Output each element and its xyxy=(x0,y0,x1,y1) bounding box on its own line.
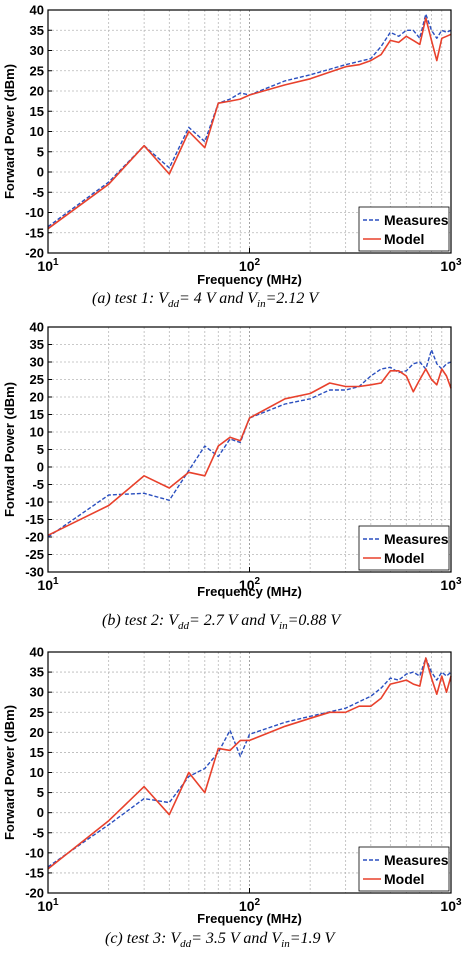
legend-box xyxy=(358,525,450,571)
x-tick-label: 102 xyxy=(239,257,261,274)
y-tick-label: 20 xyxy=(30,84,44,99)
y-tick-label: -5 xyxy=(32,825,44,840)
y-tick-label: 5 xyxy=(37,442,44,457)
y-tick-label: 10 xyxy=(30,124,44,139)
figure-caption: (c) test 3: Vdd= 3.5 V and Vin=1.9 V xyxy=(105,930,337,950)
legend: Measures Model xyxy=(358,525,450,571)
y-tick-label: 20 xyxy=(30,390,44,405)
y-tick-label: -20 xyxy=(25,530,44,545)
y-tick-label: -10 xyxy=(25,205,44,220)
legend: Measures Model xyxy=(358,206,450,252)
grid xyxy=(48,10,451,253)
y-tick-label: -20 xyxy=(25,886,44,901)
series-line-measures xyxy=(47,657,452,868)
chart-panel-a: -20 -15 -10 -5 0 5 10 15 20 25 30 35 40 101 102 103 Meas… xyxy=(2,3,462,311)
y-tick-label: 30 xyxy=(30,43,44,58)
y-tick-label: 0 xyxy=(37,165,44,180)
chart-panel-c: -20 -15 -10 -5 0 5 10 15 20 25 30 35 40 101 102 103 Meas… xyxy=(2,645,462,951)
y-tick-label: 35 xyxy=(30,337,44,352)
y-tick-label: -30 xyxy=(25,565,44,580)
y-tick-label: -20 xyxy=(25,246,44,261)
y-tick-label: -15 xyxy=(25,865,44,880)
legend-box xyxy=(358,206,450,252)
x-tick-label: 103 xyxy=(440,257,462,274)
series-line-model xyxy=(47,657,452,870)
x-tick-label: 101 xyxy=(37,576,59,593)
y-tick-label: 40 xyxy=(30,645,44,660)
x-axis-label: Frequency (MHz) xyxy=(197,911,302,926)
grid xyxy=(48,652,451,893)
x-axis-label: Frequency (MHz) xyxy=(197,584,302,599)
y-tick-label: -25 xyxy=(25,547,44,562)
y-tick-label: 25 xyxy=(30,372,44,387)
legend-label: Measures xyxy=(384,212,449,228)
y-tick-label: 25 xyxy=(30,705,44,720)
y-tick-label: 10 xyxy=(30,765,44,780)
figure-caption: (b) test 2: Vdd= 2.7 V and Vin=0.88 V xyxy=(102,612,342,632)
y-tick-label: 25 xyxy=(30,63,44,78)
y-tick-label: -5 xyxy=(32,185,44,200)
y-tick-label: 5 xyxy=(37,144,44,159)
y-tick-label: 40 xyxy=(30,320,44,335)
y-tick-label: 40 xyxy=(30,3,44,18)
legend: Measures Model xyxy=(358,846,450,892)
y-tick-label: 20 xyxy=(30,725,44,740)
y-tick-label: 35 xyxy=(30,665,44,680)
y-tick-label: -10 xyxy=(25,495,44,510)
legend-label: Measures xyxy=(384,531,449,547)
x-tick-label: 101 xyxy=(37,257,59,274)
axes-frame xyxy=(47,651,452,894)
y-tick-label: -15 xyxy=(25,225,44,240)
series-line-measures xyxy=(47,349,452,538)
y-tick-label: 10 xyxy=(30,425,44,440)
y-tick-label: 5 xyxy=(37,785,44,800)
axes-frame xyxy=(47,9,452,254)
y-axis-label: Forward Power (dBm) xyxy=(2,382,17,517)
y-tick-label: 15 xyxy=(30,745,44,760)
x-tick-label: 102 xyxy=(239,576,261,593)
y-tick-label: 15 xyxy=(30,407,44,422)
y-tick-label: 30 xyxy=(30,685,44,700)
y-axis-label: Forward Power (dBm) xyxy=(2,64,17,199)
series-line-model xyxy=(47,17,452,230)
series-line-measures xyxy=(47,13,452,228)
chart-panel-b: -30 -25 -20 -15 -10 -5 0 5 10 15 20 25 30 35 40 101 102 1… xyxy=(2,320,462,633)
legend-label: Measures xyxy=(384,852,449,868)
y-tick-label: 0 xyxy=(37,805,44,820)
legend-box xyxy=(358,846,450,892)
y-tick-label: 30 xyxy=(30,355,44,370)
legend-label: Model xyxy=(384,231,424,247)
x-tick-label: 103 xyxy=(440,576,462,593)
y-tick-label: 35 xyxy=(30,23,44,38)
y-tick-label: 0 xyxy=(37,460,44,475)
grid xyxy=(48,327,451,572)
x-tick-label: 101 xyxy=(37,897,59,914)
legend-label: Model xyxy=(384,550,424,566)
x-tick-label: 102 xyxy=(239,897,261,914)
y-axis-label: Forward Power (dBm) xyxy=(2,705,17,840)
y-tick-label: -15 xyxy=(25,512,44,527)
series-line-model xyxy=(47,368,452,537)
y-tick-label: -10 xyxy=(25,845,44,860)
x-axis-label: Frequency (MHz) xyxy=(197,272,302,287)
legend-label: Model xyxy=(384,871,424,887)
axes-frame xyxy=(47,326,452,573)
x-tick-label: 103 xyxy=(440,897,462,914)
figure-caption: (a) test 1: Vdd= 4 V and Vin=2.12 V xyxy=(92,290,320,310)
y-tick-label: 15 xyxy=(30,104,44,119)
y-tick-label: -5 xyxy=(32,477,44,492)
